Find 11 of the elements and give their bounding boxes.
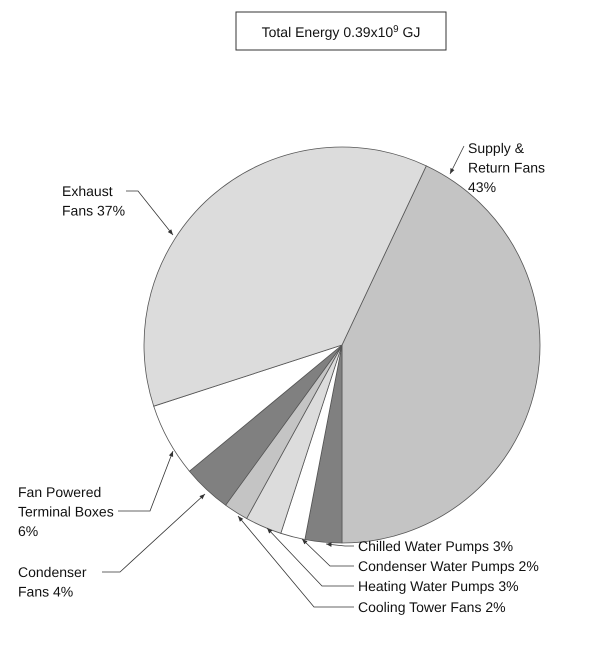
slice-label: Condenser Fans 4% [18,564,87,600]
slice-label: Heating Water Pumps 3% [358,578,519,594]
slice-label: Chilled Water Pumps 3% [358,538,514,554]
data-label: 6% [18,523,38,539]
slice-label: Fan Powered Terminal Boxes [18,484,114,520]
slice-label: Condenser Water Pumps 2% [358,558,539,574]
data-label: 43% [468,179,496,195]
chart-title: Total Energy 0.39x10$^{9}$ GJ [262,24,420,40]
slice-label: Exhaust Fans 37% [62,183,126,218]
slice-label: Cooling Tower Fans 2% [358,599,506,615]
slice-label: Supply & Return Fans [468,140,546,176]
